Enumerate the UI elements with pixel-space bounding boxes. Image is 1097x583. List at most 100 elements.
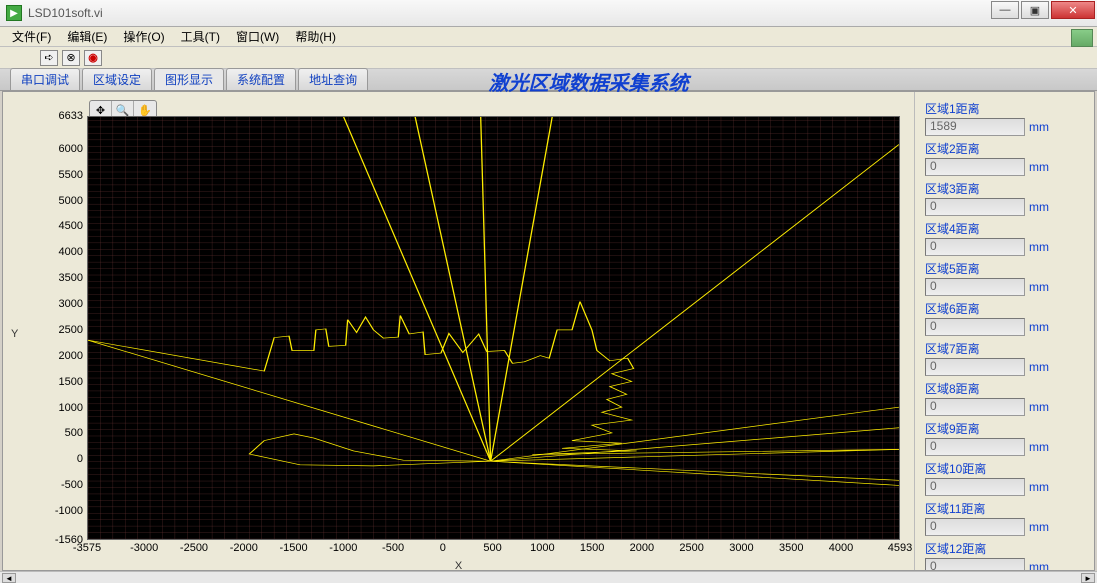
menu-file[interactable]: 文件(F) (6, 28, 57, 45)
x-tick: 2500 (679, 542, 703, 554)
zone-3-label: 区域3距离 (925, 180, 1084, 197)
zone-4-value[interactable]: 0 (925, 238, 1025, 256)
x-tick: -3000 (130, 542, 158, 554)
zone-6-unit: mm (1029, 320, 1049, 334)
y-tick: 2000 (39, 350, 83, 362)
zone-8-label: 区域8距离 (925, 380, 1084, 397)
y-tick: 500 (39, 427, 83, 439)
app-icon: ▶ (6, 5, 22, 21)
abort-button[interactable]: ⊗ (62, 50, 80, 66)
zone-10: 区域10距离 0 mm (925, 460, 1084, 496)
x-tick: 0 (440, 542, 446, 554)
zone-12-value[interactable]: 0 (925, 558, 1025, 570)
y-tick: 2500 (39, 324, 83, 336)
zone-8-unit: mm (1029, 400, 1049, 414)
zone-4-unit: mm (1029, 240, 1049, 254)
tab-zone-set[interactable]: 区域设定 (82, 68, 152, 90)
y-tick: 1000 (39, 402, 83, 414)
main-panel: ✥ 🔍 ✋ Y -1560-1000-500050010001500200025… (2, 91, 1095, 571)
x-tick: -1000 (329, 542, 357, 554)
x-tick: -1500 (279, 542, 307, 554)
plot-area[interactable] (87, 116, 900, 540)
x-tick: 2000 (630, 542, 654, 554)
zone-12-unit: mm (1029, 560, 1049, 570)
x-tick: 1000 (530, 542, 554, 554)
zone-7: 区域7距离 0 mm (925, 340, 1084, 376)
run-button[interactable]: ➪ (40, 50, 58, 66)
y-axis-label: Y (11, 328, 18, 340)
zone-11-value[interactable]: 0 (925, 518, 1025, 536)
zone-12: 区域12距离 0 mm (925, 540, 1084, 570)
tab-sys-config[interactable]: 系统配置 (226, 68, 296, 90)
y-tick: 4000 (39, 246, 83, 258)
y-tick: 0 (39, 453, 83, 465)
tab-serial-debug[interactable]: 串口调试 (10, 68, 80, 90)
zone-1: 区域1距离 1589 mm (925, 100, 1084, 136)
zone-8: 区域8距离 0 mm (925, 380, 1084, 416)
window-buttons: — ▣ ✕ (991, 0, 1097, 26)
menu-window[interactable]: 窗口(W) (230, 28, 285, 45)
zone-5-value[interactable]: 0 (925, 278, 1025, 296)
zone-9-label: 区域9距离 (925, 420, 1084, 437)
menu-tools[interactable]: 工具(T) (175, 28, 226, 45)
y-axis-ticks: -1560-1000-50005001000150020002500300035… (39, 116, 85, 540)
zone-2-unit: mm (1029, 160, 1049, 174)
zone-10-unit: mm (1029, 480, 1049, 494)
y-tick: 6633 (39, 110, 83, 122)
tab-graph-display[interactable]: 图形显示 (154, 68, 224, 90)
y-tick: 1500 (39, 376, 83, 388)
menu-edit[interactable]: 编辑(E) (61, 28, 113, 45)
zone-5: 区域5距离 0 mm (925, 260, 1084, 296)
horizontal-scrollbar[interactable]: ◄ ► (0, 571, 1097, 583)
y-tick: -500 (39, 479, 83, 491)
zone-2-label: 区域2距离 (925, 140, 1084, 157)
y-tick: 5000 (39, 195, 83, 207)
y-tick: 4500 (39, 220, 83, 232)
zone-7-unit: mm (1029, 360, 1049, 374)
toolbar: ➪ ⊗ ◉ (0, 47, 1097, 69)
minimize-button[interactable]: — (991, 1, 1019, 19)
zone-panel: 区域1距离 1589 mm 区域2距离 0 mm 区域3距离 0 mm 区域4距… (914, 92, 1094, 570)
x-tick: -500 (382, 542, 404, 554)
maximize-button[interactable]: ▣ (1021, 1, 1049, 19)
zone-6-value[interactable]: 0 (925, 318, 1025, 336)
zone-2-value[interactable]: 0 (925, 158, 1025, 176)
chart-container: ✥ 🔍 ✋ Y -1560-1000-500050010001500200025… (3, 92, 914, 570)
zone-7-label: 区域7距离 (925, 340, 1084, 357)
zone-11-unit: mm (1029, 520, 1049, 534)
zone-3: 区域3距离 0 mm (925, 180, 1084, 216)
y-tick: 5500 (39, 169, 83, 181)
zone-3-value[interactable]: 0 (925, 198, 1025, 216)
tab-addr-query[interactable]: 地址查询 (298, 68, 368, 90)
zone-7-value[interactable]: 0 (925, 358, 1025, 376)
tab-bar: 串口调试 区域设定 图形显示 系统配置 地址查询 激光区域数据采集系统 (0, 69, 1097, 91)
menu-operate[interactable]: 操作(O) (117, 28, 170, 45)
zone-10-value[interactable]: 0 (925, 478, 1025, 496)
scroll-right-button[interactable]: ► (1081, 573, 1095, 583)
x-tick: 3500 (779, 542, 803, 554)
zone-8-value[interactable]: 0 (925, 398, 1025, 416)
y-tick: 3500 (39, 272, 83, 284)
x-tick: 4000 (829, 542, 853, 554)
zone-5-unit: mm (1029, 280, 1049, 294)
record-button[interactable]: ◉ (84, 50, 102, 66)
zone-1-value[interactable]: 1589 (925, 118, 1025, 136)
zone-4-label: 区域4距离 (925, 220, 1084, 237)
zone-10-label: 区域10距离 (925, 460, 1084, 477)
scroll-left-button[interactable]: ◄ (2, 573, 16, 583)
zone-9: 区域9距离 0 mm (925, 420, 1084, 456)
zone-11-label: 区域11距离 (925, 500, 1084, 517)
y-tick: 3000 (39, 298, 83, 310)
zone-11: 区域11距离 0 mm (925, 500, 1084, 536)
x-tick: 3000 (729, 542, 753, 554)
window-title: LSD101soft.vi (28, 6, 991, 20)
menu-bar: 文件(F) 编辑(E) 操作(O) 工具(T) 窗口(W) 帮助(H) (0, 27, 1097, 47)
x-tick: 1500 (580, 542, 604, 554)
menu-help[interactable]: 帮助(H) (289, 28, 342, 45)
window-titlebar: ▶ LSD101soft.vi — ▣ ✕ (0, 0, 1097, 27)
y-tick: -1000 (39, 505, 83, 517)
zone-9-value[interactable]: 0 (925, 438, 1025, 456)
x-tick: -2000 (230, 542, 258, 554)
x-tick: -2500 (180, 542, 208, 554)
close-button[interactable]: ✕ (1051, 1, 1095, 19)
